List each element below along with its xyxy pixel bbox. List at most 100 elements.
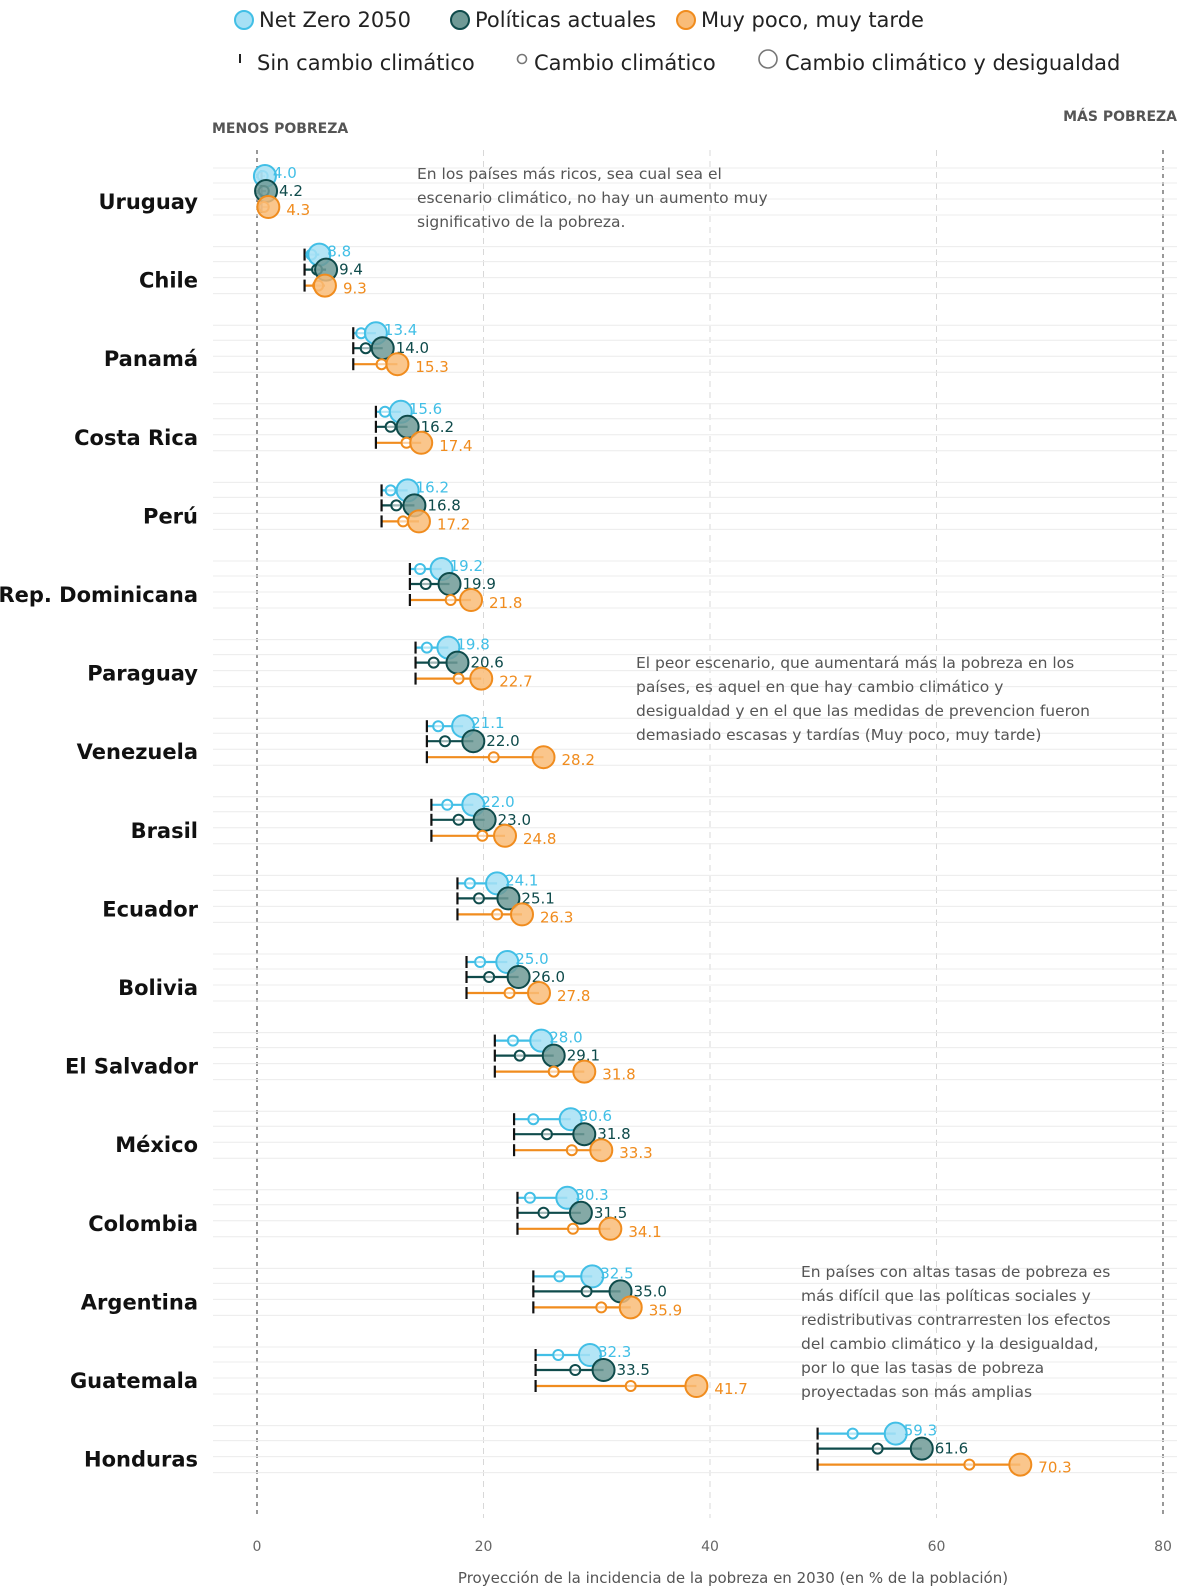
ccd-point-mp xyxy=(511,903,533,925)
annotations: En los países más ricos, sea cual sea el… xyxy=(417,165,1116,1401)
ccd-point-pa xyxy=(462,730,484,752)
legend-politicas-actuales-label: Políticas actuales xyxy=(475,8,656,32)
country-row: Chile 8.89.49.3 xyxy=(139,243,1177,298)
ccd-point-mp xyxy=(494,825,516,847)
ccd-point-pa xyxy=(911,1438,933,1460)
cc-point-mp xyxy=(398,516,408,526)
value-label-pa: 61.6 xyxy=(935,1440,968,1458)
cc-point-mp xyxy=(454,674,464,684)
country-row: Ecuador 24.125.126.3 xyxy=(102,871,1177,926)
country-label: Venezuela xyxy=(77,740,198,764)
country-label: El Salvador xyxy=(65,1055,199,1079)
annotation-line: escenario climático, no hay un aumento m… xyxy=(417,189,768,207)
annotation-line: demasiado escasas y tardías (Muy poco, m… xyxy=(636,726,1041,744)
value-label-mp: 26.3 xyxy=(540,908,573,926)
cc-point-nz xyxy=(554,1271,564,1281)
value-label-nz: 13.4 xyxy=(384,321,417,339)
value-label-nz: 4.0 xyxy=(273,164,297,182)
legend-cambio-climatico-icon xyxy=(518,55,527,64)
ccd-point-mp xyxy=(528,982,550,1004)
cc-point-nz xyxy=(380,407,390,417)
annotation-line: desigualdad y en el que las medidas de p… xyxy=(636,702,1090,720)
cc-point-mp xyxy=(489,752,499,762)
cc-point-nz xyxy=(422,643,432,653)
country-label: Panamá xyxy=(104,347,198,371)
value-label-nz: 8.8 xyxy=(327,243,351,261)
value-label-mp: 9.3 xyxy=(343,280,367,298)
legend-net-zero-label: Net Zero 2050 xyxy=(259,8,411,32)
cc-point-mp xyxy=(596,1302,606,1312)
legend: Net Zero 2050 Políticas actuales Muy poc… xyxy=(235,8,1120,75)
ccd-point-mp xyxy=(590,1139,612,1161)
value-label-pa: 33.5 xyxy=(617,1361,650,1379)
value-label-nz: 32.5 xyxy=(600,1264,633,1282)
annotation-line: países, es aquel en que hay cambio climá… xyxy=(636,678,1003,696)
value-label-nz: 19.8 xyxy=(456,636,489,654)
country-row: México30.631.833.3 xyxy=(115,1107,1177,1162)
cc-point-pa xyxy=(361,343,371,353)
ccd-point-mp xyxy=(257,196,279,218)
ccd-point-pa xyxy=(573,1123,595,1145)
cc-point-mp xyxy=(377,359,387,369)
cc-point-nz xyxy=(465,878,475,888)
value-label-mp: 4.3 xyxy=(286,201,310,219)
value-label-pa: 4.2 xyxy=(279,182,303,200)
country-row: Panamá 13.414.015.3 xyxy=(104,321,1177,376)
ccd-point-mp xyxy=(620,1296,642,1318)
legend-cambio-desigualdad-icon xyxy=(759,50,777,68)
x-tick-label: 80 xyxy=(1154,1539,1172,1555)
cc-point-nz xyxy=(386,485,396,495)
ccd-point-pa xyxy=(439,573,461,595)
annotation-line: por lo que las tasas de pobreza xyxy=(801,1359,1044,1377)
annotation-line: significativo de la pobreza. xyxy=(417,213,625,231)
annotation-line: más difícil que las políticas sociales y xyxy=(801,1287,1091,1305)
cc-point-pa xyxy=(515,1051,525,1061)
cc-point-pa xyxy=(429,658,439,668)
cc-point-nz xyxy=(415,564,425,574)
annotation-line: del cambio climático y la desigualdad, xyxy=(801,1335,1099,1353)
cc-point-pa xyxy=(484,972,494,982)
cc-point-nz xyxy=(528,1114,538,1124)
side-label-right: MÁS POBREZA xyxy=(1063,108,1177,125)
legend-sin-cambio-label: Sin cambio climático xyxy=(257,51,475,75)
country-row: Bolivia25.026.027.8 xyxy=(118,950,1177,1005)
country-label: Argentina xyxy=(81,1290,198,1314)
cc-point-mp xyxy=(446,595,456,605)
ccd-point-mp xyxy=(685,1375,707,1397)
cc-point-pa xyxy=(474,893,484,903)
value-label-mp: 70.3 xyxy=(1038,1459,1071,1477)
value-label-mp: 17.4 xyxy=(439,437,472,455)
cc-point-mp xyxy=(964,1460,974,1470)
country-label: Perú xyxy=(143,504,198,528)
ccd-point-mp xyxy=(314,275,336,297)
ccd-point-pa xyxy=(570,1202,592,1224)
country-label: Honduras xyxy=(84,1448,198,1472)
value-label-nz: 15.6 xyxy=(409,400,442,418)
annotation-worst-scenario: El peor escenario, que aumentará más la … xyxy=(636,654,1095,744)
value-label-mp: 41.7 xyxy=(714,1380,747,1398)
value-label-mp: 27.8 xyxy=(557,987,590,1005)
cc-point-mp xyxy=(505,988,515,998)
legend-cambio-climatico-label: Cambio climático xyxy=(534,51,716,75)
legend-muy-poco-label: Muy poco, muy tarde xyxy=(701,8,924,32)
cc-point-nz xyxy=(475,957,485,967)
country-label: Brasil xyxy=(131,819,198,843)
x-tick-label: 60 xyxy=(928,1539,946,1555)
value-label-nz: 21.1 xyxy=(471,714,504,732)
ccd-point-mp xyxy=(460,589,482,611)
ccd-point-pa xyxy=(543,1045,565,1067)
cc-point-pa xyxy=(873,1444,883,1454)
ccd-point-mp xyxy=(408,510,430,532)
x-tick-label: 40 xyxy=(701,1539,719,1555)
value-label-pa: 22.0 xyxy=(486,732,519,750)
annotation-line: redistributivas contrarresten los efecto… xyxy=(801,1311,1111,1329)
value-label-pa: 9.4 xyxy=(339,261,363,279)
x-tick-label: 0 xyxy=(253,1539,262,1555)
cc-point-nz xyxy=(525,1193,535,1203)
legend-politicas-actuales-icon xyxy=(451,11,469,29)
country-label: Paraguay xyxy=(87,662,198,686)
annotation-line: En países con altas tasas de pobreza es xyxy=(801,1263,1110,1281)
ccd-point-mp xyxy=(410,432,432,454)
country-label: Guatemala xyxy=(70,1369,198,1393)
